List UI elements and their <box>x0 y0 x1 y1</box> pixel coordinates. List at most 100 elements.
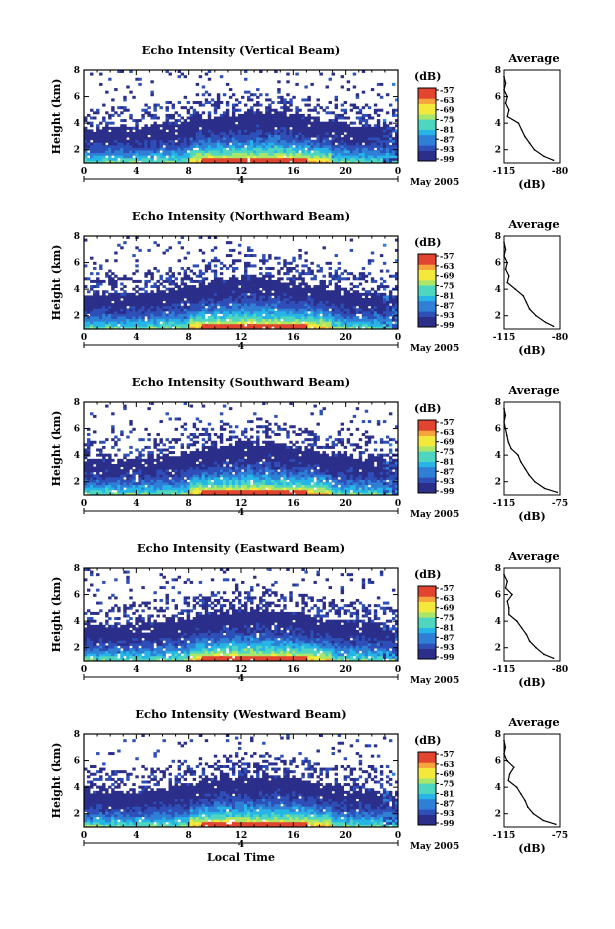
heatmap-cell <box>253 264 257 268</box>
heatmap-cell <box>286 300 290 304</box>
heatmap-cell <box>87 157 91 161</box>
heatmap-cell <box>253 279 257 283</box>
heatmap-cell <box>262 323 266 327</box>
heatmap-cell <box>96 300 100 304</box>
heatmap-cell <box>117 132 121 135</box>
heatmap-cell <box>168 101 172 104</box>
heatmap-cell <box>307 132 311 135</box>
heatmap-cell <box>159 139 163 143</box>
heatmap-cell <box>247 90 251 94</box>
heatmap-cell <box>111 126 115 130</box>
heatmap-cell <box>364 132 369 135</box>
heatmap-cell <box>192 155 197 159</box>
heatmap-cell <box>250 119 254 123</box>
heatmap-cell <box>174 427 178 431</box>
heatmap-cell <box>198 132 203 135</box>
heatmap-cell <box>382 144 387 148</box>
heatmap-cell <box>201 287 206 291</box>
heatmap-cell <box>262 305 266 309</box>
average-profile-point <box>508 275 510 277</box>
heatmap-cell <box>231 144 236 148</box>
heatmap-cell <box>207 264 212 268</box>
heatmap-cell <box>93 321 97 325</box>
heatmap-cell <box>114 285 118 289</box>
heatmap-cell <box>120 137 124 141</box>
heatmap-cell <box>180 142 185 146</box>
heatmap-cell <box>259 134 263 138</box>
heatmap-cell <box>231 300 236 304</box>
heatmap-cell <box>394 124 399 128</box>
heatmap-cell <box>108 113 112 117</box>
heatmap-cell <box>253 300 257 304</box>
heatmap-cell <box>295 121 299 125</box>
heatmap-cell <box>340 316 345 320</box>
heatmap-cell <box>102 487 106 491</box>
heatmap-cell <box>180 287 185 291</box>
heatmap-cell <box>355 277 360 281</box>
heatmap-cell <box>316 326 320 330</box>
heatmap-cell <box>253 152 257 156</box>
heatmap-cell <box>349 157 354 161</box>
heatmap-cell <box>298 308 302 312</box>
heatmap-cell <box>156 433 160 436</box>
heatmap-cell <box>310 152 314 156</box>
heatmap-cell <box>301 132 305 135</box>
heatmap-cell <box>307 285 311 289</box>
heatmap-cell <box>195 298 200 301</box>
heatmap-cell <box>192 443 197 447</box>
heatmap-cell <box>331 139 335 143</box>
heatmap-cell <box>277 139 281 143</box>
heatmap-cell <box>156 150 160 154</box>
heatmap-cell <box>135 139 139 143</box>
heatmap-cell <box>337 121 342 125</box>
heatmap-cell <box>216 142 221 146</box>
heatmap-cell <box>340 321 345 325</box>
heatmap-cell <box>192 487 197 491</box>
heatmap-cell <box>225 155 230 159</box>
heatmap-cell <box>292 318 296 322</box>
heatmap-cell <box>174 456 178 460</box>
heatmap-cell <box>231 124 236 128</box>
heatmap-cell <box>268 98 272 102</box>
heatmap-cell <box>90 318 94 322</box>
heatmap-cell <box>322 152 326 156</box>
heatmap-cell <box>180 456 185 460</box>
heatmap-cell <box>105 321 109 325</box>
heatmap-cell <box>349 129 354 133</box>
heatmap-cell <box>325 85 329 89</box>
heatmap-cell <box>358 277 363 281</box>
heatmap-cell <box>271 134 275 138</box>
heatmap-cell <box>310 287 314 291</box>
heatmap-cell <box>271 267 275 270</box>
heatmap-cell <box>334 157 339 161</box>
heatmap-cell <box>340 157 345 161</box>
heatmap-cell <box>165 116 169 120</box>
colorbar-segment <box>418 300 436 307</box>
heatmap-cell <box>364 300 369 304</box>
heatmap-cell <box>225 132 230 135</box>
heatmap-cell <box>177 484 182 488</box>
heatmap-cell <box>87 466 91 470</box>
heatmap-cell <box>234 279 239 283</box>
heatmap-cell <box>328 279 332 283</box>
heatmap-cell <box>117 160 121 164</box>
heatmap-cell <box>367 272 372 276</box>
heatmap-cell <box>253 103 257 107</box>
heatmap-cell <box>244 261 248 265</box>
heatmap-cell <box>108 303 112 307</box>
heatmap-cell <box>177 456 182 460</box>
heatmap-cell <box>219 119 224 123</box>
heatmap-cell <box>180 147 185 151</box>
heatmap-cell <box>228 132 233 135</box>
heatmap-cell <box>225 285 230 289</box>
heatmap-cell <box>391 144 396 148</box>
heatmap-cell <box>108 279 112 283</box>
heatmap-cell <box>256 279 260 283</box>
heatmap-cell <box>141 471 145 475</box>
heatmap-cell <box>201 142 206 146</box>
heatmap-cell <box>379 139 384 143</box>
heatmap-cell <box>114 137 118 141</box>
average-profile-point <box>520 129 523 131</box>
heatmap-cell <box>349 287 354 291</box>
heatmap-cell <box>120 479 124 483</box>
